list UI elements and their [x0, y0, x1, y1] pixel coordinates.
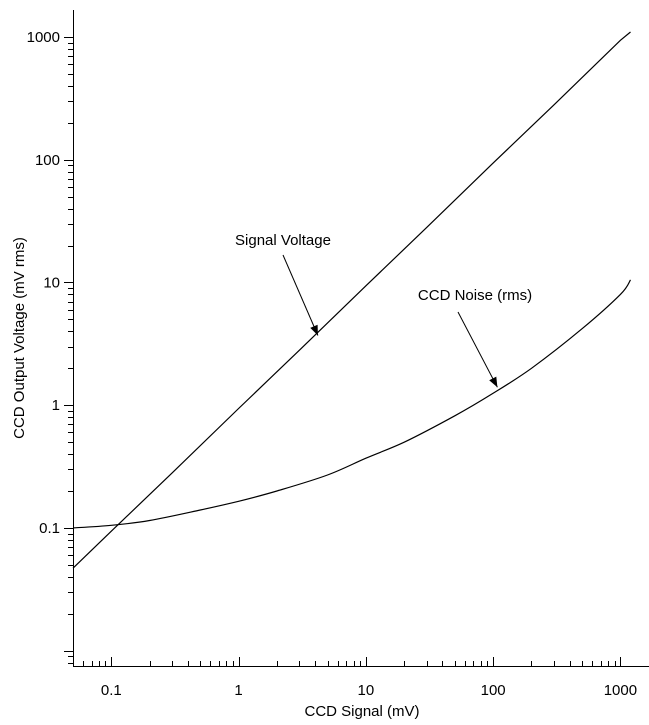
x-axis-label: CCD Signal (mV): [304, 703, 419, 720]
annotation-label: CCD Noise (rms): [418, 287, 532, 304]
x-tick-labels: 0.1 1 10 100 1000: [101, 682, 637, 699]
annotation-layer: Signal Voltage CCD Noise (rms): [235, 232, 532, 388]
y-tick-label: 1: [52, 397, 60, 414]
y-tick-label: 100: [35, 152, 60, 169]
annotation-label: Signal Voltage: [235, 232, 331, 249]
annotation-arrowhead: [310, 324, 318, 336]
y-tick-label: 0.1: [39, 520, 60, 537]
y-axis-label: CCD Output Voltage (mV rms): [11, 237, 28, 439]
series-line-signal-voltage: [72, 31, 631, 569]
y-ticks: [64, 37, 73, 664]
y-tick-label: 1000: [27, 29, 60, 46]
x-tick-label: 10: [358, 682, 375, 699]
series-line-ccd-noise: [72, 279, 632, 529]
y-tick-label: 10: [43, 274, 60, 291]
y-tick-labels: 0.1 1 10 100 1000: [27, 29, 60, 537]
x-tick-label: 0.1: [101, 682, 122, 699]
annotation-arrow: [282, 254, 319, 336]
x-tick-label: 1000: [604, 682, 637, 699]
annotation-arrow: [457, 311, 498, 388]
x-tick-label: 100: [481, 682, 506, 699]
x-ticks: [73, 657, 621, 666]
annotation-arrowhead: [489, 376, 498, 388]
x-tick-label: 1: [234, 682, 242, 699]
series-layer: [72, 31, 632, 569]
